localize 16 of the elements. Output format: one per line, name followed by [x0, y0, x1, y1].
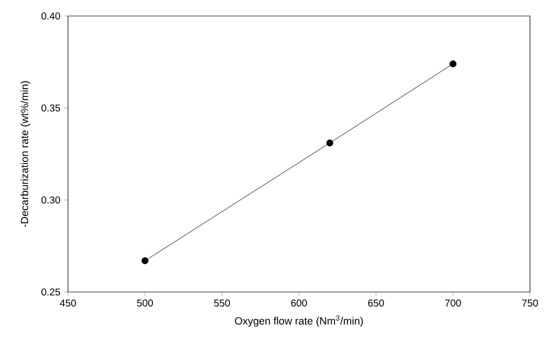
x-axis-title: Oxygen flow rate (Nm$^{3}$/min)	[235, 315, 363, 327]
y-tick-label: 0.25	[41, 288, 60, 296]
x-tick-label: 450	[60, 300, 76, 307]
x-tick-label: 700	[445, 300, 461, 307]
x-tick-label: 600	[291, 300, 307, 307]
point	[142, 257, 148, 264]
x-tick-label: 500	[137, 300, 153, 307]
y-axis-title: -Decarburization rate (wt%/min)	[20, 81, 30, 228]
y-tick-label: 0.40	[41, 12, 60, 20]
x-tick-label: 750	[522, 300, 538, 307]
y-tick-label: 0.35	[41, 104, 60, 112]
y-tick-label: 0.30	[41, 196, 60, 204]
point	[326, 140, 334, 146]
x-tick-label: 550	[214, 300, 230, 307]
x-tick-label: 650	[368, 300, 384, 307]
point	[450, 60, 456, 68]
